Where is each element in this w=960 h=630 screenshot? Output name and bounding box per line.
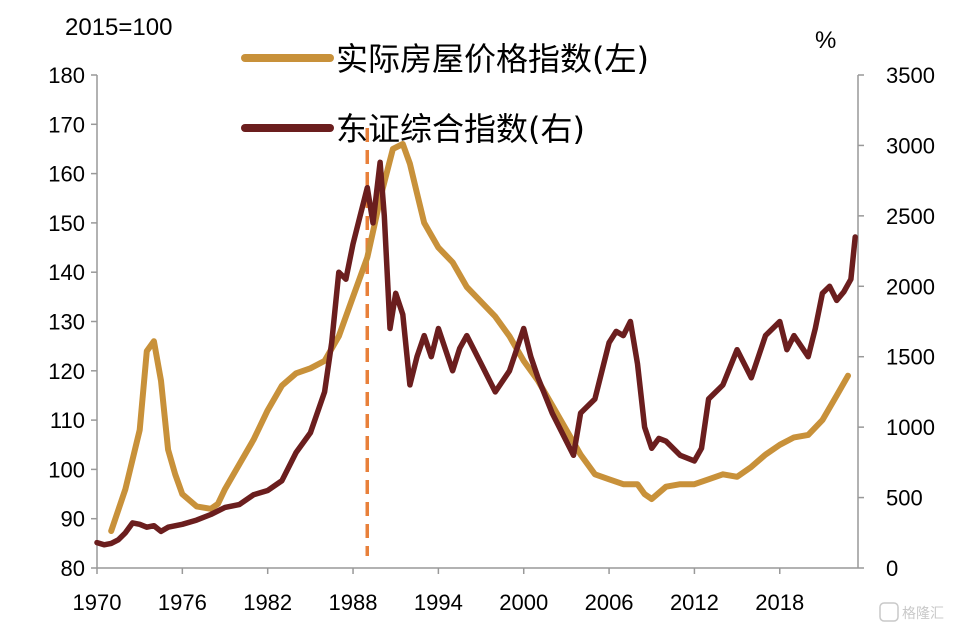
legend-label-topix: 东证综合指数(右) — [336, 110, 585, 148]
house-price-line — [108, 141, 851, 534]
left-tick-label: 170 — [48, 112, 85, 137]
x-axis-ticks: 1970 1976 1982 1988 1994 2000 2006 2012 2018 — [73, 568, 804, 615]
right-tick-label: 0 — [886, 556, 898, 581]
left-tick-label: 180 — [48, 63, 85, 88]
right-tick-label: 3500 — [886, 63, 935, 88]
right-tick-label: 2500 — [886, 204, 935, 229]
left-axis-unit: 2015=100 — [65, 14, 172, 41]
watermark-logo-icon — [879, 602, 899, 622]
legend-label-house-price: 实际房屋价格指数(左) — [336, 40, 649, 78]
x-tick-label: 1982 — [243, 590, 292, 615]
right-tick-label: 3000 — [886, 133, 935, 158]
x-tick-label: 1994 — [414, 590, 463, 615]
right-tick-label: 500 — [886, 486, 923, 511]
left-tick-label: 150 — [48, 211, 85, 236]
x-tick-label: 1970 — [73, 590, 122, 615]
left-tick-label: 110 — [50, 408, 85, 433]
left-axis-ticks: 80 90 100 110 120 130 140 150 160 170 180 — [48, 63, 97, 581]
topix-line — [94, 159, 858, 548]
x-tick-label: 2018 — [755, 590, 804, 615]
left-tick-label: 90 — [61, 507, 85, 532]
series-lines — [94, 141, 858, 548]
right-axis-ticks: 0 500 1000 1500 2000 2500 3000 3500 — [858, 63, 935, 581]
right-tick-label: 1500 — [886, 345, 935, 370]
right-tick-label: 1000 — [886, 415, 935, 440]
left-tick-label: 80 — [61, 556, 85, 581]
left-tick-label: 160 — [48, 162, 85, 187]
watermark-text: 格隆汇 — [902, 606, 944, 622]
left-tick-label: 140 — [48, 260, 85, 285]
right-tick-label: 2000 — [886, 274, 935, 299]
x-tick-label: 2012 — [670, 590, 719, 615]
x-tick-label: 2006 — [585, 590, 634, 615]
x-tick-label: 2000 — [499, 590, 548, 615]
left-tick-label: 130 — [48, 310, 85, 335]
watermark: 格隆汇 — [879, 602, 944, 622]
x-tick-label: 1988 — [329, 590, 378, 615]
x-tick-label: 1976 — [158, 590, 207, 615]
right-axis-unit: % — [815, 27, 836, 54]
legend: 实际房屋价格指数(左) 东证综合指数(右) — [241, 40, 649, 148]
left-tick-label: 120 — [48, 359, 85, 384]
axes — [96, 75, 859, 569]
left-tick-label: 100 — [48, 457, 85, 482]
